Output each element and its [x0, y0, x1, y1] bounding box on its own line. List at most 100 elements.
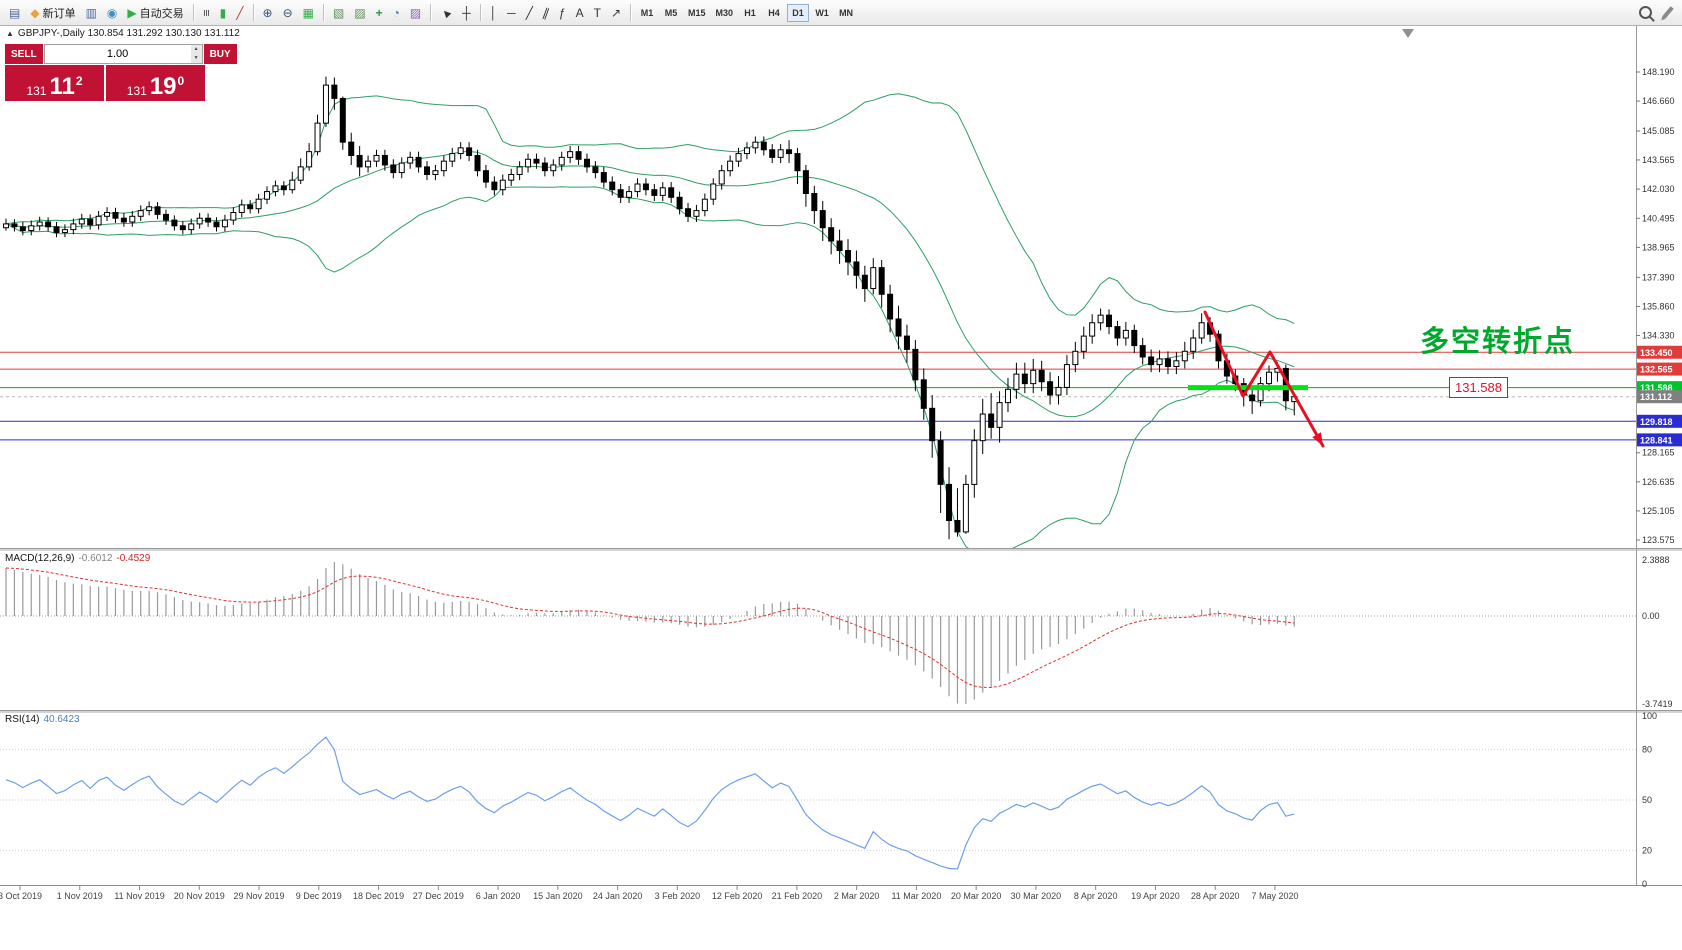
trendline-button[interactable]: ╱	[522, 3, 537, 23]
price-tag	[1637, 433, 1682, 447]
timeframe-group: M1 M5 M15 M30 H1 H4 D1 W1 MN	[635, 3, 858, 22]
toolbar-separator	[322, 4, 324, 21]
trade-panel-top-row: SELL ▲ ▼ BUY	[5, 44, 237, 64]
indicators-icon: +	[375, 5, 383, 20]
timeframe-M15[interactable]: M15	[684, 4, 710, 22]
templates-button[interactable]: ▨	[406, 3, 425, 23]
market-watch-button[interactable]: ▥	[82, 3, 101, 23]
chart-shift-marker[interactable]	[1402, 29, 1414, 38]
new-chart-icon: ▤	[9, 5, 21, 20]
cursor-icon: ▲	[437, 3, 456, 22]
navigator-button[interactable]: ◉	[103, 3, 121, 23]
text-icon: A	[575, 5, 584, 20]
new-order-button[interactable]: ◆ 新订单	[26, 3, 79, 23]
channel-button[interactable]: ∥	[539, 3, 553, 23]
fibonacci-button[interactable]: ƒ	[555, 3, 570, 23]
volume-spinner: ▲ ▼	[190, 45, 202, 63]
tile-windows-icon: ▦	[302, 5, 314, 20]
macd-scale-label: 2.3888	[1642, 555, 1670, 565]
text-button[interactable]: A	[572, 3, 588, 23]
timeframe-H1[interactable]: H1	[739, 4, 761, 22]
bollinger-bands	[5, 93, 1295, 548]
indicators-button[interactable]: +	[372, 3, 387, 23]
pivot-annotation-text[interactable]: 多空转折点	[1420, 326, 1576, 358]
navigator-icon: ◉	[106, 5, 118, 20]
timeframe-D1[interactable]: D1	[787, 3, 810, 22]
volume-down-button[interactable]: ▼	[190, 54, 202, 63]
pane-separator[interactable]	[0, 710, 1682, 713]
date-label: 3 Feb 2020	[655, 891, 701, 901]
quick-edit-button[interactable]	[1662, 6, 1674, 19]
zoom-in-button[interactable]: ⊕	[259, 3, 277, 23]
search-button[interactable]	[1639, 6, 1652, 19]
hline-button[interactable]: ─	[503, 3, 520, 23]
vline-icon: │	[489, 5, 498, 20]
sell-button[interactable]: SELL	[5, 44, 43, 64]
price-tick-label: 148.190	[1642, 67, 1675, 77]
price-tag	[1637, 345, 1682, 359]
price-tick-label: 126.635	[1642, 477, 1675, 487]
bearish-arrow[interactable]	[1203, 310, 1325, 448]
auto-scroll-button[interactable]: ▧	[329, 3, 348, 23]
one-click-toggle[interactable]: ▲	[6, 29, 14, 38]
pane-separator[interactable]	[0, 548, 1682, 551]
price-tick-label: 143.565	[1642, 155, 1675, 165]
timeframe-W1[interactable]: W1	[811, 4, 833, 22]
arrows-icon: ↗	[610, 5, 622, 20]
timeframe-M5[interactable]: M5	[660, 4, 682, 22]
zoom-out-icon: ⊖	[282, 5, 293, 20]
tile-windows-button[interactable]: ▦	[299, 3, 318, 23]
date-label: 11 Nov 2019	[114, 891, 164, 901]
candle-chart-button[interactable]: ▮	[216, 3, 231, 23]
rsi-scale-label: 0	[1642, 879, 1647, 889]
autotrading-button[interactable]: ▶ 自动交易	[123, 3, 187, 23]
buy-price-pips: 19	[149, 72, 177, 100]
rsi-scale-label: 50	[1642, 795, 1652, 805]
cursor-button[interactable]: ▲	[436, 3, 456, 23]
new-order-button-label: 新订单	[42, 7, 76, 20]
new-chart-button[interactable]: ▤	[5, 3, 24, 23]
fibonacci-icon: ƒ	[558, 5, 566, 20]
sell-price-main: 131	[26, 84, 47, 98]
candles-series	[3, 76, 1298, 540]
toolbar-separator	[430, 4, 432, 21]
date-label: 20 Nov 2019	[174, 891, 225, 901]
label-button[interactable]: T	[590, 3, 605, 23]
buy-price-button[interactable]: 131 19 0	[106, 65, 205, 101]
date-label: 24 Jan 2020	[593, 891, 643, 901]
macd-signal-line	[5, 567, 1295, 688]
date-label: 6 Jan 2020	[476, 891, 521, 901]
date-label: 11 Mar 2020	[891, 891, 941, 901]
timeframe-H4[interactable]: H4	[763, 4, 785, 22]
buy-button[interactable]: BUY	[203, 44, 237, 64]
date-label: 27 Dec 2019	[413, 891, 464, 901]
zoom-out-button[interactable]: ⊖	[279, 3, 297, 23]
date-label: 18 Dec 2019	[353, 891, 404, 901]
price-callout-label[interactable]: 131.588	[1449, 376, 1508, 398]
market-watch-icon: ▥	[85, 5, 97, 20]
bars-chart-button[interactable]: ≡	[199, 3, 214, 23]
volume-input[interactable]	[44, 45, 191, 63]
vline-button[interactable]: │	[486, 3, 502, 23]
sell-price-button[interactable]: 131 11 2	[5, 65, 104, 101]
rsi-name: RSI(14)	[5, 714, 40, 725]
date-label: 2 Mar 2020	[834, 891, 880, 901]
line-chart-button[interactable]: ╱	[232, 3, 247, 23]
price-tick-label: 137.390	[1642, 272, 1675, 282]
crosshair-button[interactable]: ┼	[458, 3, 475, 23]
rsi-value: 40.6423	[43, 714, 80, 725]
arrows-button[interactable]: ↗	[607, 3, 625, 23]
timeframe-M30[interactable]: M30	[712, 4, 738, 22]
date-label: 20 Mar 2020	[951, 891, 1002, 901]
chart-shift-button[interactable]: ▨	[350, 3, 369, 23]
volume-up-button[interactable]: ▲	[190, 45, 202, 54]
periods-button[interactable]: ◔	[389, 3, 404, 23]
timeframe-MN[interactable]: MN	[835, 4, 857, 22]
rsi-line	[5, 736, 1295, 870]
price-scale: 148.190 146.660 145.085 143.565 142.030 140.4…	[1636, 67, 1682, 545]
buy-price-frac: 0	[177, 74, 185, 88]
timeframe-M1[interactable]: M1	[636, 4, 658, 22]
date-label: 3 Oct 2019	[0, 891, 42, 901]
